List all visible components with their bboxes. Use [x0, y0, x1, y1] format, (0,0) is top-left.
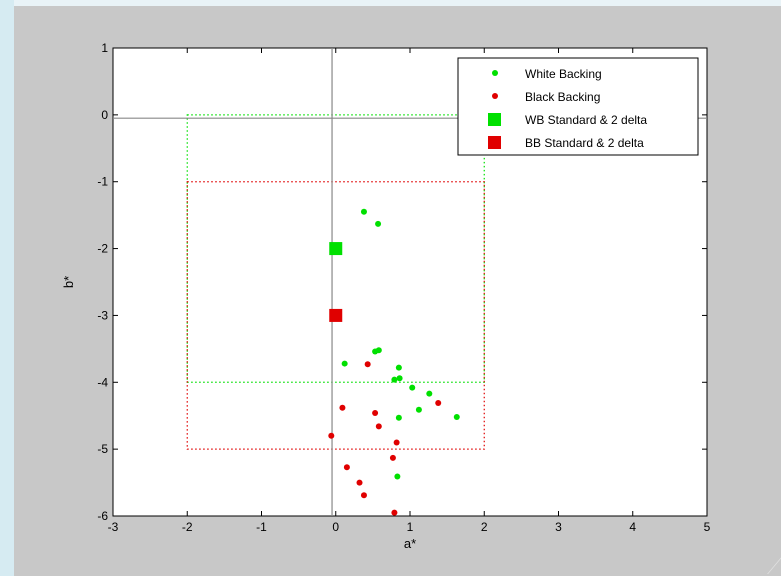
white-backing-point [360, 208, 367, 215]
white-backing-point [395, 364, 402, 371]
legend-label: White Backing [525, 67, 602, 81]
x-axis-label: a* [404, 536, 416, 551]
tolerance-box-bb [186, 181, 485, 450]
x-tick-label: 1 [407, 520, 414, 534]
y-tick-label: -3 [97, 308, 108, 322]
tolerance-box-wb [186, 114, 485, 383]
x-tick-label: -3 [108, 520, 119, 534]
x-tick-label: 3 [555, 520, 562, 534]
black-backing-point [372, 410, 379, 417]
legend-marker [488, 136, 501, 149]
x-tick-label: 5 [704, 520, 711, 534]
x-tick-label: 0 [332, 520, 339, 534]
x-tick-label: 2 [481, 520, 488, 534]
black-backing-point [375, 423, 382, 430]
legend-label: BB Standard & 2 delta [525, 136, 644, 150]
white-backing-point [375, 220, 382, 227]
black-backing-point [364, 361, 371, 368]
y-tick-label: -4 [97, 375, 108, 389]
white-backing-point [409, 384, 416, 391]
black-backing-point [391, 509, 398, 516]
y-tick-label: -2 [97, 242, 108, 256]
x-tick-label: -2 [182, 520, 193, 534]
y-axis-label: b* [61, 276, 76, 288]
legend-label: Black Backing [525, 90, 600, 104]
white-backing-point [453, 414, 460, 421]
white-backing-point [426, 390, 433, 397]
y-tick-label: -5 [97, 442, 108, 456]
black-backing-point [339, 404, 346, 411]
background-band [0, 0, 14, 576]
white-backing-point [341, 360, 348, 367]
white-backing-point [395, 414, 402, 421]
legend-marker [488, 113, 501, 126]
y-tick-label: 0 [101, 108, 108, 122]
black-backing-point [360, 492, 367, 499]
white-backing-point [394, 473, 401, 480]
black-backing-point [328, 432, 335, 439]
black-backing-point [343, 464, 350, 471]
legend-marker [492, 70, 498, 76]
white-backing-point [415, 406, 422, 413]
y-tick-label: 1 [101, 41, 108, 55]
black-backing-point [435, 400, 442, 407]
white-backing-point [375, 347, 382, 354]
standard-marker-bb [329, 308, 343, 322]
y-tick-label: -6 [97, 509, 108, 523]
x-tick-label: -1 [256, 520, 267, 534]
legend: White Backing Black Backing WB Standard & … [457, 57, 699, 156]
white-backing-point [391, 376, 398, 383]
black-backing-point [356, 479, 363, 486]
legend-label: WB Standard & 2 delta [525, 113, 647, 127]
legend-marker [492, 93, 498, 99]
y-tick-label: -1 [97, 175, 108, 189]
x-tick-label: 4 [629, 520, 636, 534]
black-backing-point [389, 454, 396, 461]
standard-marker-wb [329, 242, 343, 256]
white-backing-point [396, 375, 403, 382]
black-backing-point [393, 439, 400, 446]
